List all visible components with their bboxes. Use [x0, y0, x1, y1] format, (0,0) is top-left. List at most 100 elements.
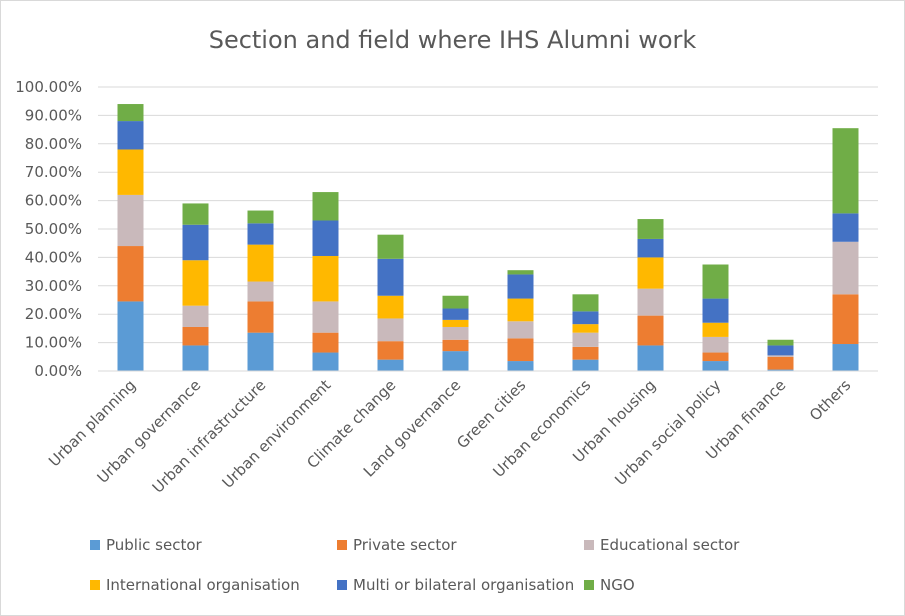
- bar-segment: [312, 255, 339, 302]
- bar-segment: [312, 332, 339, 353]
- bar-segment: [117, 301, 144, 371]
- bar-segment: [507, 361, 534, 371]
- bar-segment: [832, 128, 859, 214]
- bar-segment: [377, 318, 404, 342]
- bar-segment: [572, 324, 599, 333]
- legend-swatch: [337, 540, 347, 550]
- bar-segment: [507, 298, 534, 322]
- bar-segment: [442, 319, 469, 327]
- bar-segment: [117, 121, 144, 150]
- legend-swatch: [90, 540, 100, 550]
- bar-segment: [247, 210, 274, 224]
- bar-segment: [377, 234, 404, 259]
- bar-segment: [702, 264, 729, 299]
- bar-segment: [767, 369, 794, 371]
- bar-segment: [637, 315, 664, 346]
- legend-item: Educational sector: [584, 536, 739, 554]
- y-tick-label: 90.00%: [25, 106, 82, 124]
- bar-segment: [247, 244, 274, 282]
- bar-segment: [377, 295, 404, 319]
- bar-segment: [312, 220, 339, 256]
- x-tick-label: Urban infrastructure: [149, 376, 270, 497]
- bar-segment: [767, 345, 794, 356]
- legend-item: Private sector: [337, 536, 457, 554]
- bar-segment: [312, 192, 339, 221]
- bar-segment: [832, 294, 859, 345]
- bar-segment: [702, 336, 729, 353]
- bar-segment: [442, 326, 469, 340]
- bar-segment: [637, 238, 664, 258]
- bar-segment: [767, 355, 794, 357]
- bar-segment: [442, 308, 469, 320]
- bar-segment: [182, 326, 209, 346]
- bar-segment: [702, 298, 729, 323]
- bar-segment: [182, 345, 209, 371]
- bar-segment: [182, 305, 209, 327]
- bar-segment: [312, 301, 339, 333]
- bar-segment: [702, 322, 729, 337]
- bar-segment: [572, 294, 599, 312]
- bar-segment: [442, 351, 469, 371]
- legend-label: Educational sector: [600, 536, 740, 554]
- bar-segment: [767, 339, 794, 346]
- bar-segment: [637, 288, 664, 316]
- legend-swatch: [337, 580, 347, 590]
- legend-swatch: [90, 580, 100, 590]
- x-tick-label: Urban environment: [219, 376, 335, 492]
- legend-label: Public sector: [106, 536, 202, 554]
- bar-segment: [572, 332, 599, 347]
- y-tick-label: 20.00%: [25, 305, 82, 323]
- bar-segment: [312, 352, 339, 371]
- y-tick-label: 100.00%: [15, 78, 82, 96]
- bar-segment: [117, 194, 144, 247]
- bar-segment: [247, 301, 274, 333]
- legend-label: Private sector: [353, 536, 457, 554]
- bar-segment: [117, 149, 144, 195]
- bar-segment: [507, 270, 534, 275]
- bar-segment: [117, 246, 144, 302]
- legend-item: NGO: [584, 576, 635, 594]
- bar-segment: [507, 338, 534, 362]
- x-tick-label: Urban social policy: [611, 376, 724, 489]
- bar-segment: [117, 104, 144, 122]
- legend-label: International organisation: [106, 576, 300, 594]
- bar-segment: [832, 241, 859, 295]
- y-tick-label: 70.00%: [25, 163, 82, 181]
- bar-segment: [702, 361, 729, 371]
- bar-segment: [377, 258, 404, 296]
- bar-segment: [182, 224, 209, 261]
- y-tick-label: 50.00%: [25, 220, 82, 238]
- bar-segment: [637, 345, 664, 371]
- legend-label: NGO: [600, 576, 635, 594]
- bar-segment: [182, 260, 209, 306]
- bar-segment: [247, 281, 274, 302]
- bar-segment: [182, 203, 209, 225]
- y-tick-label: 60.00%: [25, 192, 82, 210]
- x-tick-label: Others: [806, 376, 855, 425]
- y-tick-label: 0.00%: [34, 362, 82, 380]
- chart-title: Section and field where IHS Alumni work: [208, 26, 697, 54]
- legend-item: Public sector: [90, 536, 202, 554]
- bar-segment: [507, 274, 534, 299]
- bar-segment: [442, 339, 469, 352]
- bar-segment: [832, 213, 859, 242]
- bar-segment: [702, 352, 729, 362]
- bar-segment: [442, 295, 469, 309]
- bar-segment: [247, 332, 274, 371]
- bar-segment: [572, 346, 599, 360]
- bar-segment: [247, 223, 274, 245]
- bar-segment: [377, 341, 404, 360]
- bar-segment: [507, 321, 534, 339]
- legend-label: Multi or bilateral organisation: [353, 576, 575, 594]
- legend-item: International organisation: [90, 576, 300, 594]
- bar-segment: [767, 356, 794, 370]
- bar-segment: [637, 219, 664, 239]
- y-tick-label: 80.00%: [25, 135, 82, 153]
- bar-segment: [637, 257, 664, 289]
- legend-swatch: [584, 580, 594, 590]
- bar-segment: [377, 359, 404, 371]
- bar-segment: [832, 344, 859, 371]
- bar-segment: [572, 311, 599, 325]
- bar-segment: [572, 359, 599, 371]
